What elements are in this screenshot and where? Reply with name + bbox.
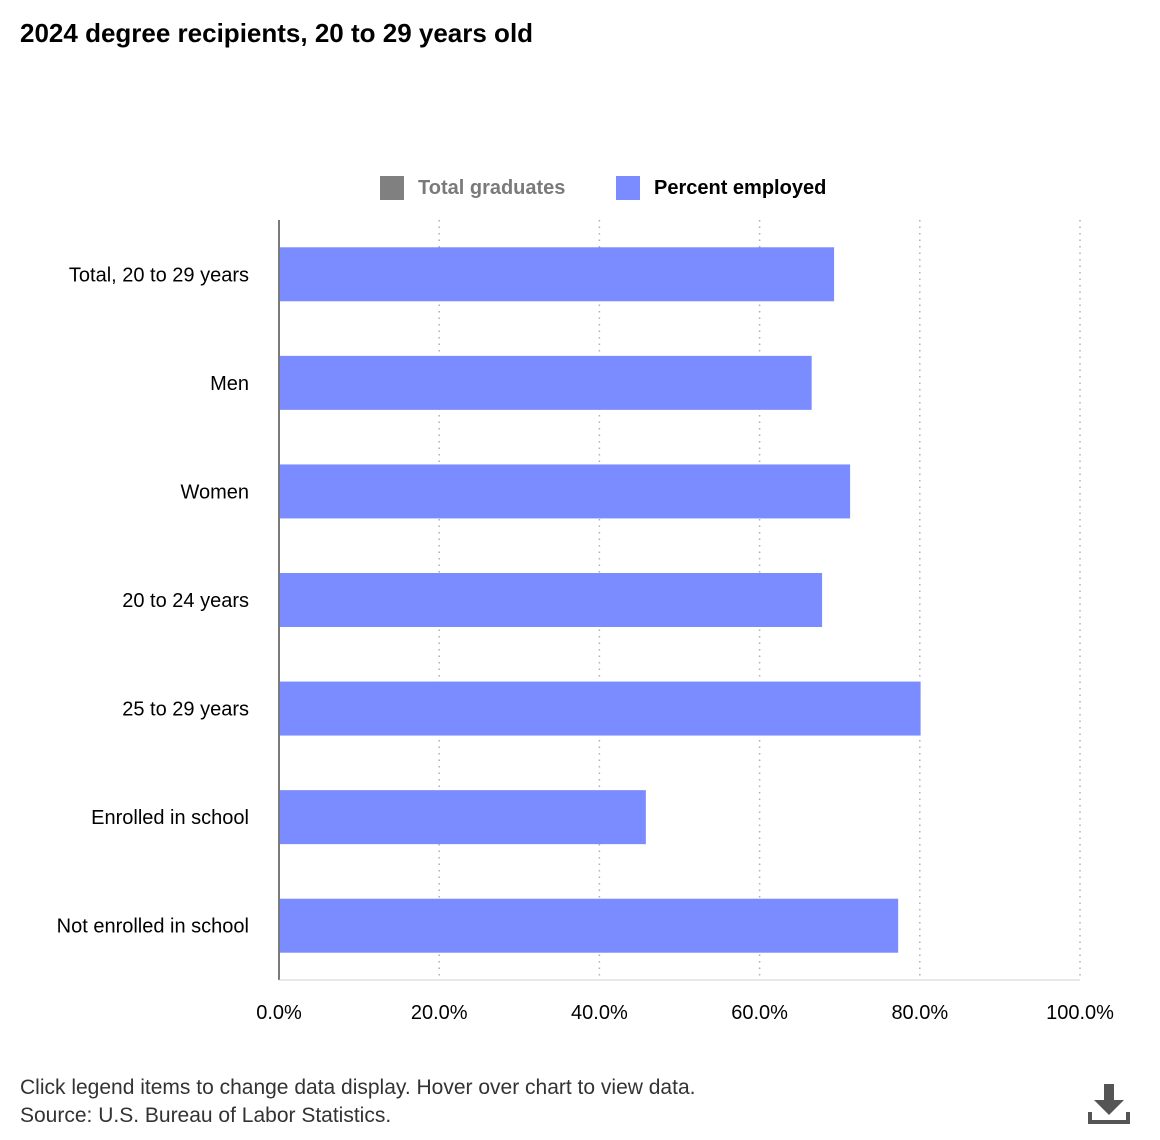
category-label: 20 to 24 years <box>122 590 249 612</box>
bar-men[interactable] <box>279 355 812 410</box>
x-tick-label: 100.0% <box>1046 1002 1114 1024</box>
category-label: 25 to 29 years <box>122 699 249 721</box>
legend-swatch-total-graduates <box>380 176 404 200</box>
bar-20-to-24-years[interactable] <box>279 573 823 627</box>
footer-source: Source: U.S. Bureau of Labor Statistics. <box>20 1104 392 1127</box>
legend-label-percent-employed: Percent employed <box>654 176 827 199</box>
download-icon[interactable] <box>1086 1080 1132 1128</box>
bar-25-to-29-years[interactable] <box>279 681 921 736</box>
legend-item-total-graduates[interactable]: Total graduates <box>380 170 565 206</box>
x-tick-label: 20.0% <box>411 1002 468 1024</box>
chart-legend: Total graduates Percent employed <box>0 170 1160 206</box>
x-tick-label: 0.0% <box>256 1002 302 1024</box>
chart-footer: Click legend items to change data displa… <box>20 1074 695 1130</box>
bar-enrolled-in-school[interactable] <box>279 790 646 845</box>
x-tick-label: 60.0% <box>731 1002 788 1024</box>
bar-total-20-to-29-years[interactable] <box>279 247 835 302</box>
category-label: Enrolled in school <box>91 807 249 829</box>
footer-instructions: Click legend items to change data displa… <box>20 1076 696 1099</box>
bar-chart[interactable]: Total, 20 to 29 years Men Women 20 to 24 ye… <box>0 0 1160 1060</box>
x-tick-label: 40.0% <box>571 1002 628 1024</box>
category-label: Not enrolled in school <box>57 916 249 938</box>
legend-label-total-graduates: Total graduates <box>418 176 566 199</box>
legend-swatch-percent-employed <box>616 176 640 200</box>
x-tick-label: 80.0% <box>891 1002 948 1024</box>
chart-title: 2024 degree recipients, 20 to 29 years o… <box>20 18 534 48</box>
bar-women[interactable] <box>279 464 851 519</box>
legend-item-percent-employed[interactable]: Percent employed <box>616 170 826 206</box>
category-label: Men <box>210 373 249 395</box>
category-label: Women <box>180 481 249 503</box>
bar-not-enrolled-in-school[interactable] <box>279 898 899 953</box>
category-label: Total, 20 to 29 years <box>69 264 249 286</box>
